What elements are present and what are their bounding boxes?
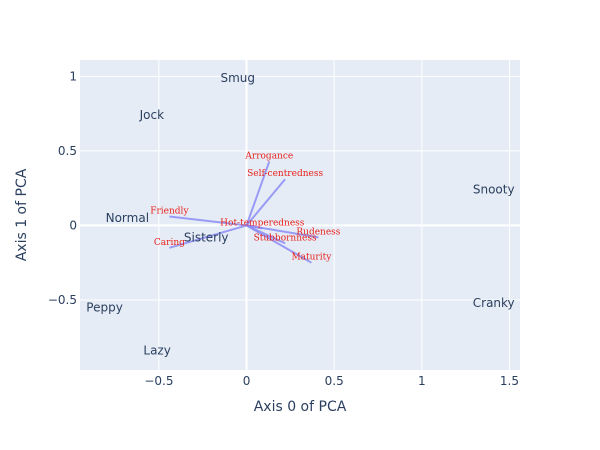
- data-point-label: Cranky: [473, 296, 515, 310]
- data-point-label: Jock: [139, 108, 164, 122]
- x-tick-label: 0: [243, 374, 251, 388]
- loading-vector-label: Friendly: [150, 206, 189, 216]
- y-axis-title: Axis 1 of PCA: [14, 168, 30, 261]
- loading-vector-labels: Arrogance Self-centredness Friendly Caring H…: [150, 151, 341, 262]
- loading-vectors: [169, 161, 319, 264]
- data-point-labels: Smug Jock Snooty Normal Sisterly Peppy Cranky L…: [86, 71, 514, 358]
- loading-vector-label: Stubbornness: [254, 233, 317, 243]
- data-point-label: Lazy: [143, 344, 170, 358]
- data-point-label: Sisterly: [184, 230, 229, 244]
- loading-vector-label: Caring: [154, 238, 185, 248]
- loading-vector: [169, 224, 247, 249]
- loading-vector: [245, 178, 286, 227]
- y-tick-label: 1: [69, 69, 77, 83]
- x-tick-labels: −0.5 0 0.5 1 1.5: [144, 374, 519, 388]
- loading-vector-label: Self-centredness: [247, 169, 323, 179]
- y-tick-label: 0.5: [58, 144, 77, 158]
- loading-vector-label: Arrogance: [244, 151, 293, 161]
- y-tick-label: −0.5: [48, 293, 77, 307]
- loading-vector-label: Maturity: [291, 253, 332, 263]
- data-point-label: Peppy: [86, 300, 123, 314]
- x-tick-label: −0.5: [144, 374, 173, 388]
- data-point-label: Normal: [106, 211, 149, 225]
- y-tick-label: 0: [69, 218, 77, 232]
- data-point-label: Snooty: [473, 183, 515, 197]
- data-point-label: Smug: [221, 71, 256, 85]
- y-tick-labels: −0.5 0 0.5 1: [48, 69, 77, 307]
- x-axis-title: Axis 0 of PCA: [254, 399, 347, 415]
- x-tick-label: 0.5: [325, 374, 344, 388]
- grid-lines: [80, 60, 520, 370]
- loading-vector: [169, 215, 247, 227]
- loading-vector: [246, 224, 312, 264]
- loading-vector-label: Rudeness: [296, 227, 340, 237]
- loading-vector-label: Hot-temperedness: [220, 218, 305, 228]
- x-tick-label: 1.5: [500, 374, 519, 388]
- x-tick-label: 1: [418, 374, 426, 388]
- loading-vector: [245, 161, 271, 226]
- plot-background: [80, 60, 520, 370]
- loading-vector: [246, 224, 319, 239]
